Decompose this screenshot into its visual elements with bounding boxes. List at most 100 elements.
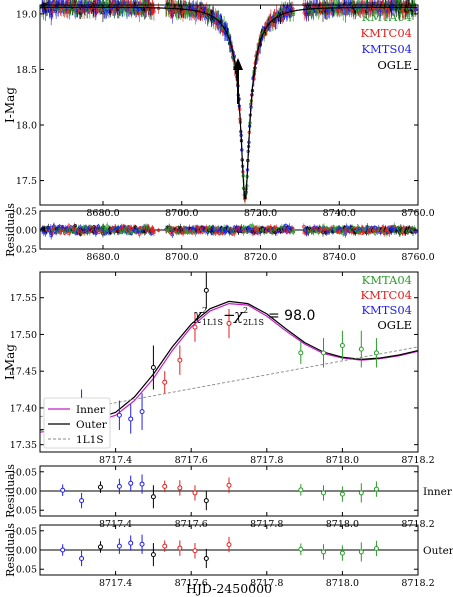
data-point	[162, 379, 168, 385]
y-tick-label: 0.05	[16, 565, 37, 576]
chi2-sub-2: 2L1S	[243, 318, 264, 327]
model-curve-1l1s	[39, 346, 419, 418]
data-point	[358, 549, 364, 555]
data-point	[192, 324, 198, 330]
x-tick-label: 8740.0	[323, 252, 356, 263]
x-tick-label: 8717.6	[175, 578, 208, 589]
y-tick-label: 18.0	[16, 121, 37, 132]
chi2-symbol-2: χ	[233, 306, 244, 324]
svg-text:χ: χ	[192, 306, 203, 324]
residual-point	[96, 224, 100, 228]
y-tick-label: 0.25	[16, 245, 37, 256]
data-point	[128, 416, 134, 422]
zoom-legend-kmtc04: KMTC04	[361, 288, 412, 302]
data-point	[298, 487, 304, 493]
data-point	[414, 8, 418, 12]
legend-kmts04: KMTS04	[361, 42, 412, 56]
full-lightcurve-frame	[39, 4, 419, 206]
y-tick-label: 17.50	[10, 330, 37, 341]
data-point	[137, 11, 142, 16]
data-point	[162, 543, 168, 549]
y-tick-label: 17.35	[10, 440, 37, 451]
residual-point	[176, 225, 181, 230]
data-point	[226, 320, 232, 326]
y-tick-label: 0.00	[16, 487, 37, 498]
residual-point	[94, 231, 98, 236]
residual-point	[291, 229, 296, 233]
data-point	[192, 490, 198, 496]
data-point	[339, 491, 345, 497]
data-point	[170, 13, 175, 18]
zoom-ylabel: I-Mag	[3, 344, 17, 380]
data-point	[358, 490, 364, 496]
zoom-ticks: 8717.4 8717.6 8717.8 8718.0 8718.2 17.35 17.40…	[10, 272, 435, 466]
model-legend-inner: Inner	[76, 404, 106, 416]
zoom-frame	[39, 271, 419, 453]
residual-point	[49, 234, 53, 238]
data-point	[373, 350, 379, 356]
full-residuals-ylabel: Residuals	[4, 203, 17, 257]
data-point	[203, 287, 209, 293]
panel-outer-residuals: 8717.4 8717.6 8717.8 8718.0 8718.2 -0.05 0.00 0…	[4, 523, 453, 596]
zoom-legend-kmts04: KMTS04	[361, 303, 412, 317]
data-point	[192, 548, 198, 554]
x-tick-label: 8718.2	[401, 578, 434, 589]
data-point	[386, 9, 390, 13]
full-lightcurve-ylabel: I-Mag	[3, 87, 17, 123]
x-tick-label: 8717.4	[99, 455, 132, 466]
chi2-sup-2: 2	[243, 306, 248, 315]
legend-kmta04: KMTA04	[362, 10, 412, 24]
residual-point	[341, 232, 345, 236]
data-point	[97, 484, 103, 490]
model-legend-1l1s: 1L1S	[76, 434, 104, 446]
inner-residuals-ylabel: Residuals	[4, 464, 17, 518]
panel-full-residuals: 8680.0 8700.0 8720.0 8740.0 8760.0 -0.25 0.00 0…	[4, 203, 435, 263]
data-point	[321, 490, 326, 496]
residual-point	[151, 229, 156, 233]
x-tick-label: 8718.2	[401, 455, 434, 466]
residual-point	[127, 225, 131, 229]
y-tick-label: -0.25	[13, 207, 37, 218]
residual-point	[352, 226, 356, 230]
panel-zoom-lightcurve: 8717.4 8717.6 8717.8 8718.0 8718.2 17.35 17.40…	[3, 271, 435, 466]
data-point	[79, 498, 85, 504]
peak-arrow	[233, 58, 243, 104]
chi2-sub-1: 1L1S	[202, 318, 223, 327]
residual-point	[62, 231, 67, 235]
data-point	[298, 350, 304, 356]
data-point	[321, 549, 326, 555]
outer-residuals-ticks: 8717.4 8717.6 8717.8 8718.0 8718.2 -0.05 0.00 0…	[13, 525, 435, 589]
x-tick-label: 8718.0	[326, 455, 359, 466]
model-legend-outer: Outer	[76, 419, 108, 431]
chi2-annotation: χ 2 1L1S − χ 2 2L1S = 98.0	[192, 306, 315, 327]
residual-point	[137, 232, 142, 236]
data-point	[177, 545, 183, 551]
y-tick-label: 0.05	[16, 506, 37, 517]
legend-kmtc04: KMTC04	[361, 26, 412, 40]
data-point	[291, 12, 295, 17]
x-tick-label: 8717.4	[99, 578, 132, 589]
model-legend-box	[43, 397, 111, 449]
residual-point	[101, 225, 106, 229]
panel-full-lightcurve: 8680.0 8700.0 8720.0 8740.0 8760.017.518.018…	[3, 0, 435, 219]
data-point	[152, 9, 156, 14]
data-point	[373, 545, 379, 551]
full-residuals-ticks: 8680.0 8700.0 8720.0 8740.0 8760.0 -0.25 0.00 0…	[13, 207, 435, 264]
residual-point	[67, 231, 71, 235]
inner-residuals-panel-label: Inner	[423, 486, 453, 498]
data-point	[97, 544, 103, 550]
outer-residuals-panel-label: Outer	[423, 545, 453, 557]
chi2-sup-1: 2	[202, 306, 207, 315]
data-point	[298, 546, 304, 552]
residual-point	[152, 230, 156, 235]
chi2-value: = 98.0	[268, 308, 315, 324]
data-point	[211, 10, 215, 15]
data-point	[226, 542, 232, 548]
x-tick-label: 8680.0	[86, 252, 119, 263]
chi2-symbol-1: χ	[192, 306, 203, 324]
inner-residuals-ticks: 8717.4 8717.6 8717.8 8718.0 8718.2-0.050.000…	[13, 466, 435, 530]
data-point	[162, 483, 168, 489]
y-tick-label: 19.0	[16, 9, 37, 20]
residual-point	[150, 226, 155, 230]
